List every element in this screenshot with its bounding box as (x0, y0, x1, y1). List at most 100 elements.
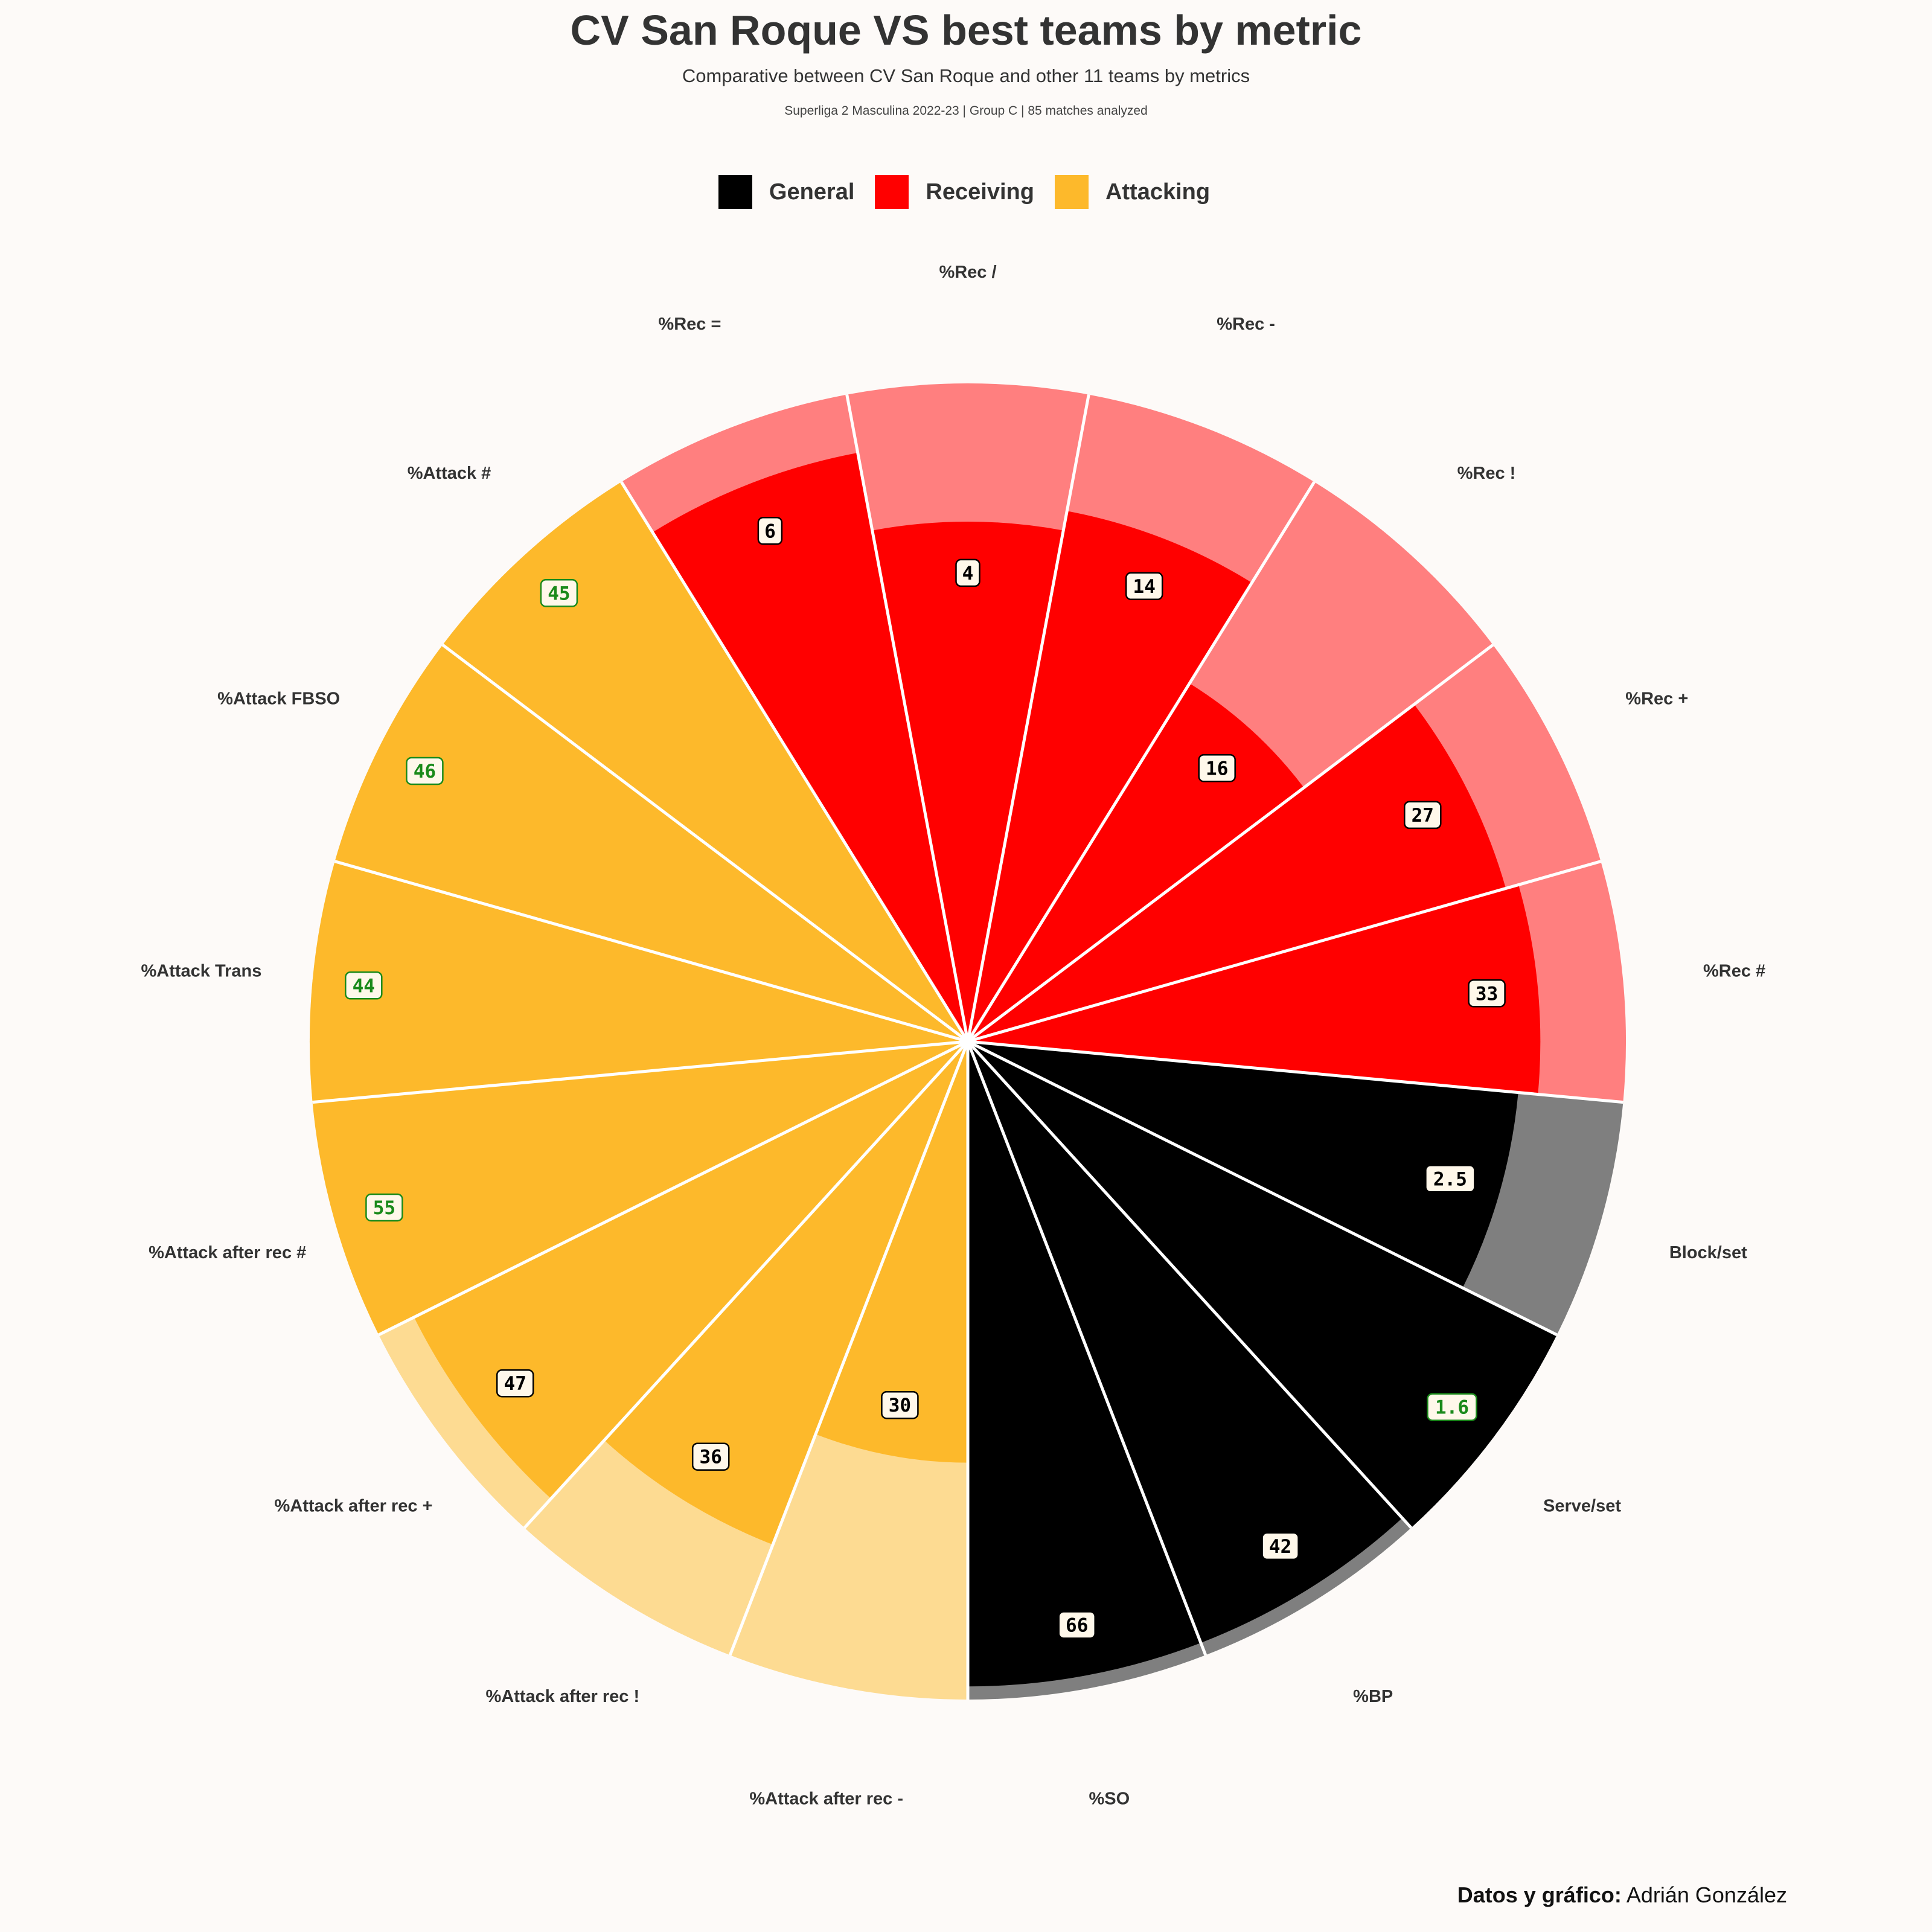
legend-swatch-general (718, 175, 752, 209)
credit-name: Adrián González (1626, 1882, 1787, 1907)
value-label-text: 16 (1206, 758, 1228, 779)
team-bar-pct-attack-trans (309, 861, 968, 1102)
divider-pct-attack-hash (441, 644, 969, 1043)
metric-label-serveslashset: Serve/set (1543, 1496, 1621, 1515)
team-bar-pct-attack-fbso (334, 645, 968, 1041)
metric-label-blockslashset: Block/set (1669, 1243, 1747, 1262)
value-label-box (881, 1390, 919, 1419)
value-label-pct-attack-after-rec-hash: 55 (365, 1193, 403, 1222)
value-label-text: 42 (1269, 1536, 1291, 1558)
team-bar-pct-rec (968, 511, 1252, 1041)
value-label-text: 2.5 (1433, 1168, 1467, 1190)
value-label-pct-attack-after-rec: 30 (881, 1390, 919, 1419)
value-label-text: 6 (764, 520, 776, 542)
team-bar-pct-attack-after-rec (816, 1041, 968, 1463)
value-label-text: 14 (1133, 576, 1156, 598)
chart-caption: Superliga 2 Masculina 2022-23 | Group C … (784, 104, 1148, 118)
value-label-pct-attack-fbso: 46 (406, 756, 444, 785)
metric-label-pct-attack-trans: %Attack Trans (141, 961, 261, 980)
value-label-pct-attack-after-rec-excl: 36 (691, 1442, 730, 1471)
value-labels: 30 36 47 55 44 46 45 6 4 14 16 27 33 2.5 1.6 42 66 (345, 517, 1506, 1639)
metric-label-pct-so: %SO (1089, 1789, 1130, 1808)
value-label-box (1425, 1165, 1476, 1193)
value-label-box (955, 558, 980, 587)
divider-pct-bp (967, 1040, 1413, 1529)
value-label-pct-attack-trans: 44 (345, 971, 383, 1000)
metric-labels: %Attack after rec - %Attack after rec ! %A… (141, 263, 1765, 1808)
value-label-box (345, 971, 383, 1000)
team-bar-pct-attack-hash (443, 482, 968, 1041)
team-bar-pct-bp (968, 1041, 1403, 1643)
metric-label-pct-rec: %Rec - (1217, 315, 1275, 334)
value-label-box (1058, 1611, 1096, 1639)
legend-label-general: General (769, 179, 855, 205)
value-label-text: 55 (373, 1197, 395, 1219)
metric-label-pct-rec-excl: %Rec ! (1457, 464, 1516, 483)
divider-pct-attack-after-rec-hash (378, 1040, 969, 1337)
value-label-text: 66 (1066, 1615, 1088, 1637)
value-label-box (1198, 754, 1236, 782)
value-label-box (1468, 979, 1506, 1008)
value-label-text: 44 (353, 975, 375, 997)
legend-swatch-attacking (1054, 175, 1089, 209)
divider-pct-rec-plus (967, 644, 1494, 1043)
legend-item-general: General (718, 175, 859, 209)
value-label-pct-so: 66 (1058, 1611, 1096, 1639)
value-label-text: 45 (548, 583, 570, 604)
divider-blockslashset (967, 1040, 1623, 1104)
divider-pct-attack-fbso (334, 860, 968, 1043)
value-label-pct-rec-plus: 27 (1404, 801, 1442, 830)
metric-label-pct-rec-slash: %Rec / (939, 263, 996, 282)
credit: Datos y gráfico: Adrián González (1457, 1882, 1787, 1908)
metric-label-pct-rec-eq: %Rec = (658, 315, 721, 334)
value-label-serveslashset: 1.6 (1427, 1393, 1477, 1421)
value-label-pct-rec-slash: 4 (955, 558, 980, 587)
team-bar-pct-rec-hash (968, 884, 1541, 1095)
team-bar-pct-rec-eq (652, 453, 968, 1041)
value-label-pct-rec-excl: 16 (1198, 754, 1236, 782)
team-bars (309, 453, 1557, 1687)
divider-pct-so (966, 1041, 1208, 1656)
divider-pct-rec-slash (845, 394, 970, 1042)
value-label-pct-attack-hash: 45 (540, 579, 578, 607)
metric-label-pct-attack-after-rec-hash: %Attack after rec # (149, 1243, 306, 1262)
value-label-pct-bp: 42 (1261, 1532, 1299, 1561)
metric-label-pct-bp: %BP (1353, 1687, 1393, 1706)
chart-title: CV San Roque VS best teams by metric (570, 7, 1362, 54)
value-label-blockslashset: 2.5 (1425, 1165, 1476, 1193)
team-bar-pct-rec-plus (968, 704, 1506, 1041)
divider-pct-attack-after-rec-plus (523, 1040, 969, 1529)
value-label-text: 27 (1412, 805, 1434, 827)
value-label-text: 33 (1476, 983, 1498, 1005)
legend-item-attacking: Attacking (1054, 175, 1214, 209)
value-label-pct-attack-after-rec-plus: 47 (496, 1369, 534, 1398)
divider-pct-attack-trans (312, 1040, 968, 1104)
value-label-text: 36 (700, 1447, 722, 1468)
value-label-box (496, 1369, 534, 1398)
metric-label-pct-attack-hash: %Attack # (408, 464, 491, 483)
legend-label-receiving: Receiving (926, 179, 1034, 205)
team-bar-pct-so (968, 1041, 1201, 1687)
team-bar-pct-attack-after-rec-plus (414, 1041, 968, 1499)
divider-pct-attack-after-rec-excl (728, 1041, 970, 1656)
metric-label-pct-attack-after-rec-plus: %Attack after rec + (275, 1496, 433, 1515)
metric-label-pct-attack-after-rec-excl: %Attack after rec ! (485, 1687, 639, 1706)
wedge-dividers (312, 394, 1623, 1700)
credit-label: Datos y gráfico: (1457, 1882, 1622, 1907)
value-label-text: 47 (504, 1373, 526, 1395)
value-label-text: 46 (414, 761, 436, 782)
divider-pct-rec-excl (966, 481, 1316, 1043)
value-label-box (1125, 572, 1163, 601)
legend-item-receiving: Receiving (875, 175, 1038, 209)
team-bar-pct-attack-after-rec-excl (604, 1041, 968, 1545)
value-label-box (691, 1442, 730, 1471)
chart-subtitle: Comparative between CV San Roque and oth… (682, 65, 1250, 86)
legend-label-attacking: Attacking (1105, 179, 1211, 205)
value-label-pct-rec-eq: 6 (757, 517, 783, 545)
team-bar-blockslashset (968, 1041, 1518, 1288)
value-label-box (540, 579, 578, 607)
value-label-box (1427, 1393, 1477, 1421)
metric-label-pct-attack-fbso: %Attack FBSO (217, 689, 340, 709)
team-bar-pct-attack-after-rec-hash (312, 1041, 968, 1335)
